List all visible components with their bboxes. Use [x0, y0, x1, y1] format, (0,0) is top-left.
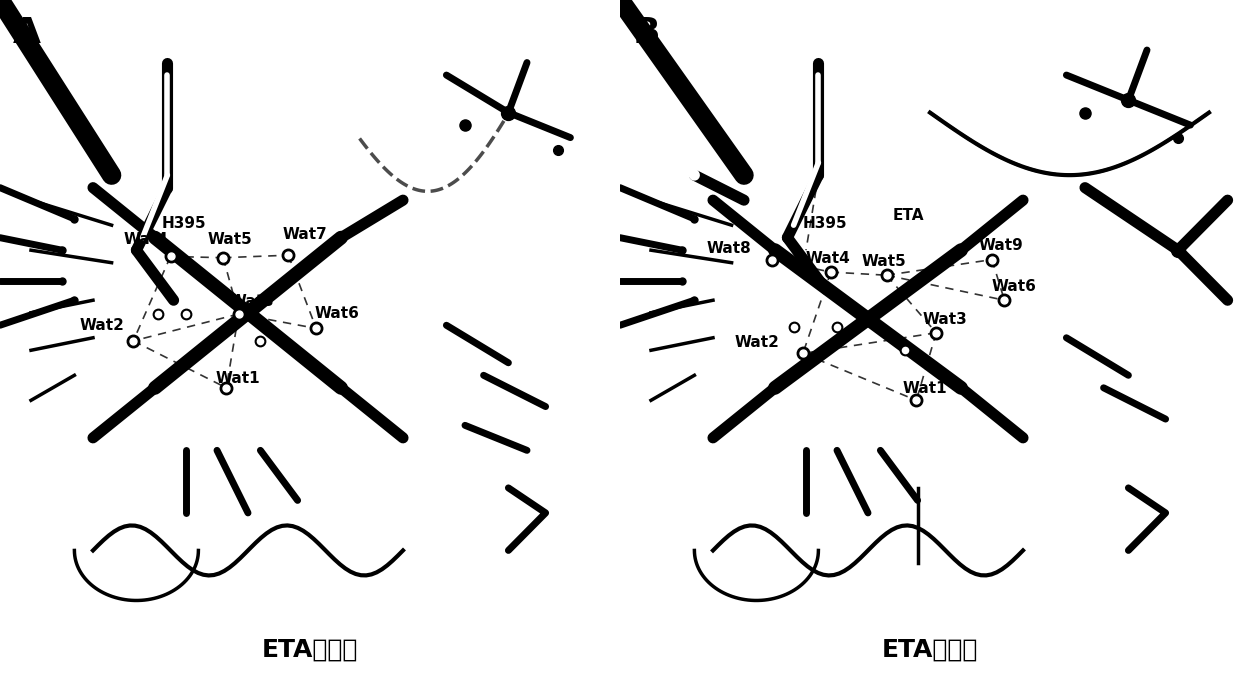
Text: Wat7: Wat7	[283, 227, 327, 242]
Text: H395: H395	[161, 216, 206, 231]
Text: Wat2: Wat2	[734, 335, 780, 350]
Text: Wat2: Wat2	[79, 318, 124, 334]
Text: ETA结合前: ETA结合前	[262, 637, 358, 661]
Text: Wat9: Wat9	[978, 238, 1023, 253]
Text: Wat6: Wat6	[992, 279, 1037, 294]
Text: Wat3: Wat3	[923, 312, 967, 327]
Text: ETA: ETA	[893, 208, 924, 223]
Text: H395: H395	[804, 216, 847, 231]
Text: Wat3: Wat3	[229, 295, 274, 309]
Text: ETA结合后: ETA结合后	[882, 637, 978, 661]
Text: Wat1: Wat1	[216, 371, 260, 386]
Text: Wat6: Wat6	[315, 306, 360, 321]
Text: Wat4: Wat4	[124, 232, 169, 247]
Text: Wat5: Wat5	[208, 232, 253, 247]
Text: A: A	[12, 16, 41, 49]
Text: Wat8: Wat8	[707, 241, 751, 256]
Text: Wat5: Wat5	[862, 254, 906, 269]
Text: B: B	[632, 16, 660, 49]
Text: Wat1: Wat1	[903, 381, 946, 396]
Text: Wat4: Wat4	[806, 251, 851, 265]
